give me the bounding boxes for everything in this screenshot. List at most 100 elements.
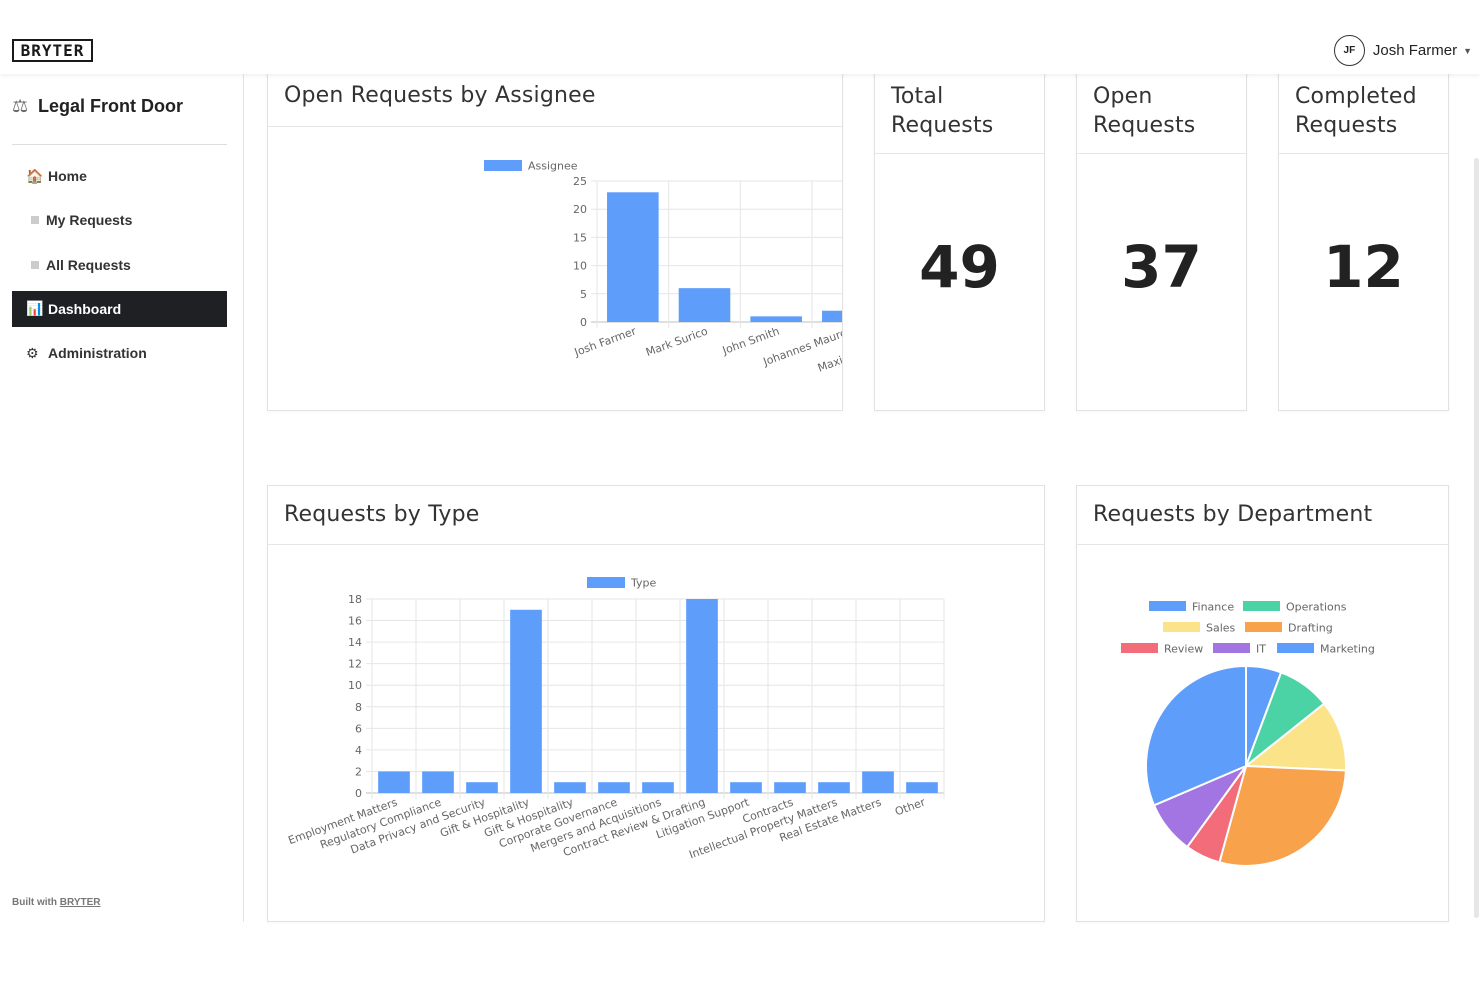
sidebar-item-all-requests[interactable]: All Requests [12,247,227,283]
chevron-down-icon[interactable]: ▼ [1463,45,1472,56]
department-card: Requests by Department Finance Operations… [1076,485,1449,922]
type-card: Requests by Type Type 0 2 4 6 8 10 12 14 16 18 Empl… [267,485,1045,922]
y-tick-label: 14 [348,636,362,649]
y-tick-label: 25 [573,175,587,188]
user-menu[interactable]: JF Josh Farmer ▼ [1333,35,1472,66]
legend-label: Sales [1206,622,1236,635]
legend-swatch [484,160,522,171]
legend-label: Finance [1192,601,1234,614]
bryter-logo[interactable]: BRYTER [12,39,93,62]
y-tick-label: 16 [348,615,362,628]
total-requests-card: Total Requests 49 [874,66,1045,411]
legend-swatch [1243,601,1280,611]
y-tick-label: 20 [573,203,587,216]
bar [822,310,842,322]
bar [422,771,454,793]
y-tick-label: 10 [573,260,587,273]
bar [774,782,806,793]
card-title: Requests by Type [268,486,1044,545]
scales-icon: ⚖ [12,96,29,116]
card-title: Open Requests [1077,67,1246,154]
page-scrollbar[interactable] [1474,158,1479,918]
house-icon: 🏠 [26,167,44,184]
y-tick-label: 18 [348,593,362,606]
bryter-link[interactable]: BRYTER [59,897,101,908]
sidebar-item-label: My Requests [46,212,133,229]
sidebar-item-label: Home [48,168,87,184]
bar [598,782,630,793]
x-tick-label: Other [893,795,927,818]
legend-swatch [587,577,625,588]
legend-swatch [1213,643,1250,653]
x-tick-label: Mark Surico [644,325,710,360]
department-pie-chart: Finance Operations Sales Drafting Review IT Ma… [1121,601,1375,867]
sidebar-item-dashboard[interactable]: 📊 Dashboard [12,290,227,327]
sidebar-item-my-requests[interactable]: My Requests [12,202,227,238]
total-requests-value: 49 [919,233,1000,301]
top-bar: BRYTER JF Josh Farmer ▼ [0,0,1480,74]
y-tick-label: 0 [355,787,362,800]
y-tick-label: 4 [355,744,362,757]
sidebar-item-label: Dashboard [48,300,122,317]
sidebar-divider [12,144,227,145]
bar [642,782,674,793]
legend-swatch [1149,601,1186,611]
pie-slice [1218,764,1347,867]
card-title: Completed Requests [1279,67,1448,154]
y-tick-label: 15 [573,231,587,244]
pie-slice [1243,702,1347,772]
legend-swatch [1245,622,1282,632]
bar [906,782,938,793]
built-with-footer: Built with BRYTER [12,897,101,908]
square-icon [31,216,39,225]
assignee-bar-chart: Assignee 0 5 10 15 20 25 Josh Farmer Mark Surico… [484,160,842,375]
bar [750,316,802,322]
legend-label: Type [630,577,656,590]
bar [554,782,586,793]
y-tick-label: 10 [348,679,362,692]
y-tick-label: 8 [355,701,362,714]
legend-label: Review [1164,643,1203,656]
y-tick-label: 6 [355,722,362,735]
assignee-card: Open Requests by Assignee Assignee 0 5 10 15… [267,66,843,411]
legend-swatch [1163,622,1200,632]
bar [678,288,731,322]
legend-swatch [1277,643,1314,653]
legend-swatch [1121,643,1158,653]
bar [730,782,762,793]
legend-label: Marketing [1320,643,1375,656]
bar [862,771,894,793]
sidebar-item-label: All Requests [46,256,131,273]
pie-slice [1145,664,1247,807]
bar [818,782,850,793]
completed-requests-value: 12 [1323,233,1404,301]
bar [510,609,542,793]
sidebar-item-administration[interactable]: ⚙ Administration [12,335,227,371]
legend-label: Assignee [528,160,578,173]
bar [466,782,498,793]
sidebar: ⚖ Legal Front Door 🏠 Home My Requests Al… [0,74,244,922]
legend-label: Operations [1286,601,1347,614]
y-tick-label: 0 [580,316,587,329]
sidebar-item-label: Administration [48,345,147,362]
square-icon [31,260,39,269]
gear-icon: ⚙ [26,344,39,361]
y-tick-label: 12 [348,658,362,671]
legend-label: Drafting [1288,622,1333,635]
legend-label: IT [1256,643,1266,656]
y-tick-label: 2 [355,765,362,778]
x-tick-label: Josh Farmer [572,324,639,359]
open-requests-card: Open Requests 37 [1076,66,1247,411]
y-tick-label: 5 [580,288,587,301]
built-with-text: Built with [12,897,57,908]
bar-chart-icon: 📊 [26,300,44,317]
app-title: Legal Front Door [38,96,183,116]
completed-requests-card: Completed Requests 12 [1278,66,1449,411]
user-avatar[interactable]: JF [1333,35,1365,66]
card-title: Total Requests [875,67,1044,154]
sidebar-item-home[interactable]: 🏠 Home [12,158,227,194]
user-name[interactable]: Josh Farmer [1372,42,1458,59]
bar [378,771,410,793]
card-title: Requests by Department [1077,486,1448,545]
